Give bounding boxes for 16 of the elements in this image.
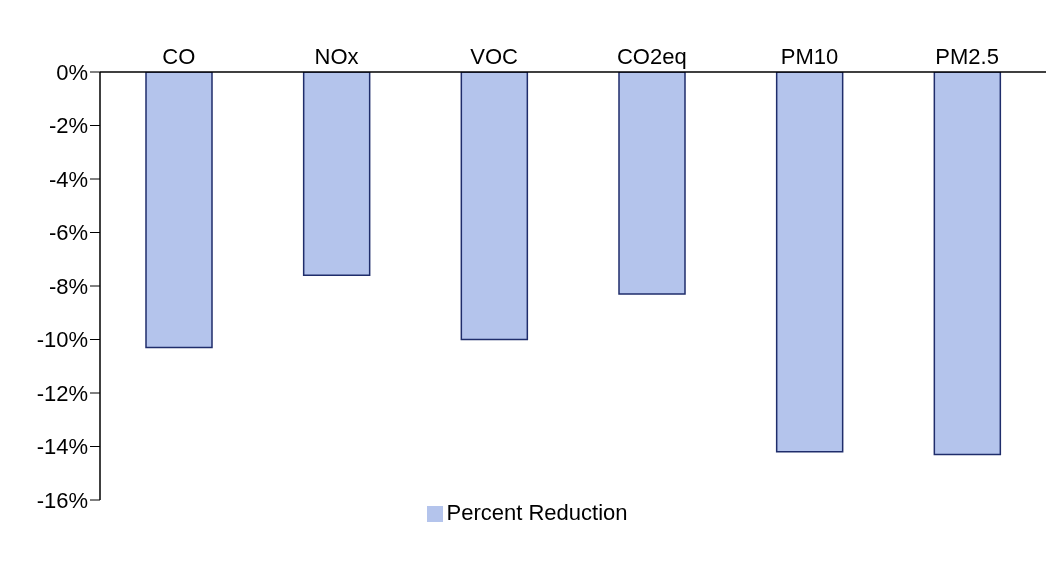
x-tick-label: CO xyxy=(162,44,196,69)
y-tick-label: -14% xyxy=(36,434,88,460)
y-tick-label: -16% xyxy=(36,487,88,513)
y-tick-label: -2% xyxy=(48,113,88,139)
y-tick-label: -4% xyxy=(48,166,88,192)
y-tick-label: 0% xyxy=(56,59,88,85)
y-tick-label: -8% xyxy=(48,273,88,299)
x-tick-label: PM2.5 xyxy=(935,44,999,69)
y-tick-label: -10% xyxy=(36,327,88,353)
x-tick-label: VOC xyxy=(470,44,519,69)
legend-label: Percent Reduction xyxy=(446,500,628,525)
x-tick-label: CO2eq xyxy=(616,44,687,69)
x-tick-label: NOx xyxy=(314,44,359,69)
y-tick-label: -6% xyxy=(48,220,88,246)
x-tick-label: PM10 xyxy=(780,44,839,69)
y-tick-label: -12% xyxy=(36,380,88,406)
